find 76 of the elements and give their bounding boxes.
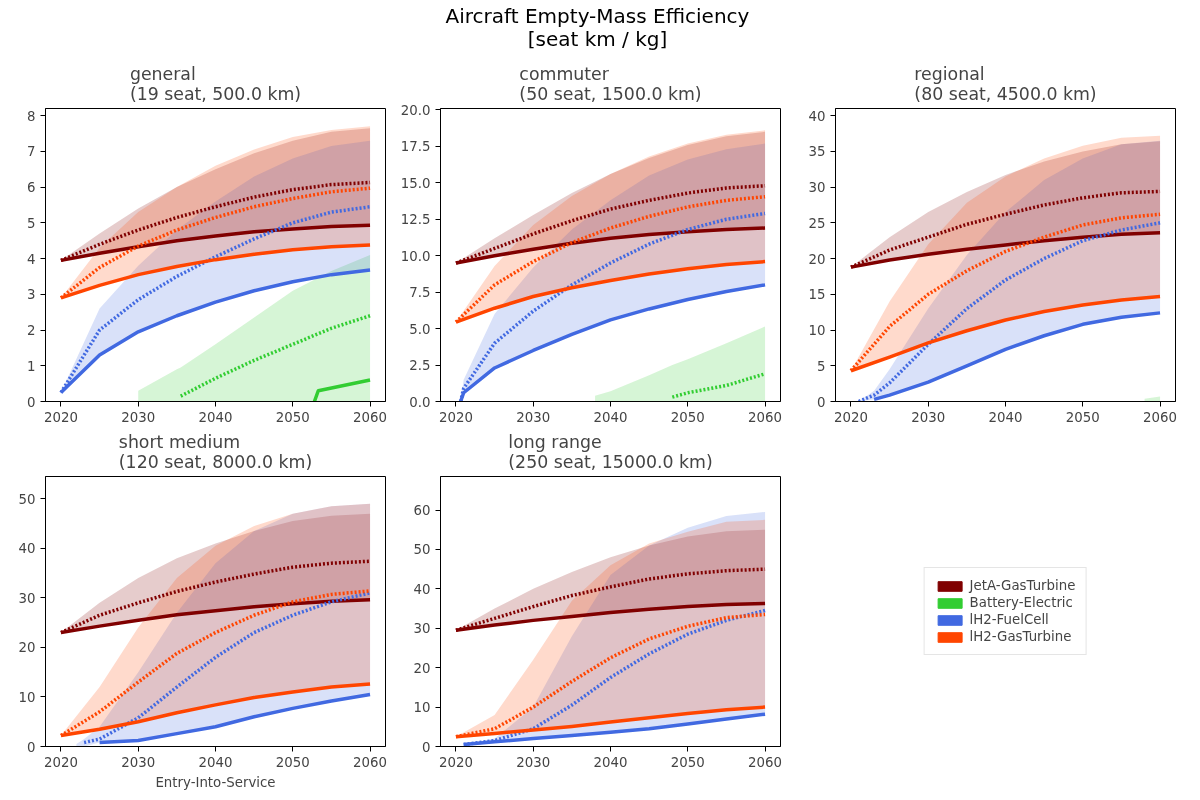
y-tick-label: 50 (413, 542, 431, 558)
x-tick-label: 2020 (833, 409, 868, 425)
legend-label: Battery-Electric (969, 595, 1073, 610)
y-tick-label: 15 (808, 287, 826, 303)
y-tick-label: 8 (27, 108, 36, 124)
chart-title: regional (80 seat, 4500.0 km) (914, 63, 1097, 104)
y-tick-label: 20.0 (400, 102, 431, 118)
x-tick-label: 2020 (438, 409, 473, 425)
y-tick-label: 6 (27, 180, 36, 196)
y-tick-label: 10 (808, 323, 826, 339)
x-tick-label: 2020 (44, 409, 78, 425)
x-tick-label: 2040 (198, 754, 233, 770)
y-tick-label: 2 (27, 323, 36, 339)
y-tick-label: 10 (413, 700, 431, 716)
y-tick-label: 30 (413, 621, 431, 637)
text: Aircraft Empty-Mass Efficiency [seat km / kg] (445, 4, 750, 51)
y-tick-label: 40 (413, 581, 431, 597)
chart-title: short medium (120 seat, 8000.0 km) (118, 431, 313, 472)
x-tick-label: 2050 (670, 754, 705, 770)
y-tick-label: 3 (27, 287, 36, 303)
x-tick-label: 2050 (275, 754, 310, 770)
y-tick-label: 20 (413, 660, 431, 676)
y-tick-label: 2.5 (409, 358, 431, 374)
x-axis-title: Entry-Into-Service (155, 774, 276, 790)
y-tick-label: 10 (18, 689, 36, 705)
y-tick-label: 5 (27, 215, 36, 231)
y-tick-label: 0.0 (409, 394, 431, 410)
y-tick-label: 20 (808, 251, 826, 267)
y-tick-label: 5 (817, 358, 826, 374)
y-tick-label: 7 (27, 144, 36, 160)
x-tick-label: 2060 (748, 409, 783, 425)
legend-label: lH2-GasTurbine (969, 629, 1072, 644)
y-tick-label: 12.5 (400, 212, 431, 228)
x-tick-label: 2040 (593, 754, 628, 770)
chart-title: general (19 seat, 500.0 km) (129, 63, 302, 104)
x-tick-label: 2060 (353, 409, 388, 425)
x-tick-label: 2030 (516, 754, 551, 770)
x-tick-label: 2050 (1065, 409, 1100, 425)
y-tick-label: 0 (27, 394, 36, 410)
y-tick-label: 0 (422, 739, 431, 755)
x-tick-label: 2020 (438, 754, 473, 770)
y-tick-label: 7.5 (409, 285, 431, 301)
x-tick-label: 2040 (988, 409, 1023, 425)
legend-label: lH2-FuelCell (969, 612, 1049, 627)
y-tick-label: 20 (18, 640, 36, 656)
x-tick-label: 2050 (275, 409, 310, 425)
y-tick-label: 4 (27, 251, 36, 267)
x-tick-label: 2020 (44, 754, 78, 770)
y-tick-label: 10.0 (400, 248, 431, 264)
chart-title: commuter (50 seat, 1500.0 km) (519, 63, 702, 104)
y-tick-label: 0 (817, 394, 826, 410)
x-tick-label: 2040 (593, 409, 628, 425)
y-tick-label: 15.0 (400, 175, 431, 191)
y-tick-label: 17.5 (400, 139, 431, 155)
y-tick-label: 0 (27, 739, 36, 755)
x-tick-label: 2040 (198, 409, 233, 425)
x-tick-label: 2050 (670, 409, 705, 425)
y-tick-label: 40 (18, 541, 36, 557)
x-tick-label: 2030 (911, 409, 946, 425)
chart-title: long range (250 seat, 15000.0 km) (508, 431, 713, 472)
y-tick-label: 30 (18, 590, 36, 606)
legend-label: JetA-GasTurbine (969, 578, 1076, 593)
y-tick-label: 40 (808, 108, 826, 124)
x-tick-label: 2030 (121, 754, 156, 770)
y-tick-label: 1 (27, 358, 36, 374)
y-tick-label: 60 (413, 503, 431, 518)
x-tick-label: 2060 (353, 754, 388, 770)
y-tick-label: 5.0 (409, 321, 431, 337)
x-tick-label: 2060 (748, 754, 783, 770)
x-tick-label: 2030 (516, 409, 551, 425)
y-tick-label: 30 (808, 180, 826, 196)
x-tick-label: 2060 (1143, 409, 1178, 425)
y-tick-label: 25 (808, 215, 826, 231)
y-tick-label: 50 (18, 491, 36, 507)
x-tick-label: 2030 (121, 409, 156, 425)
y-tick-label: 35 (808, 144, 826, 160)
